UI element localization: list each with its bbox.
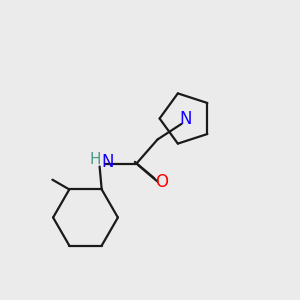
Text: N: N: [102, 153, 114, 171]
Text: O: O: [155, 173, 169, 191]
Text: N: N: [180, 110, 192, 128]
Text: H: H: [90, 152, 101, 167]
